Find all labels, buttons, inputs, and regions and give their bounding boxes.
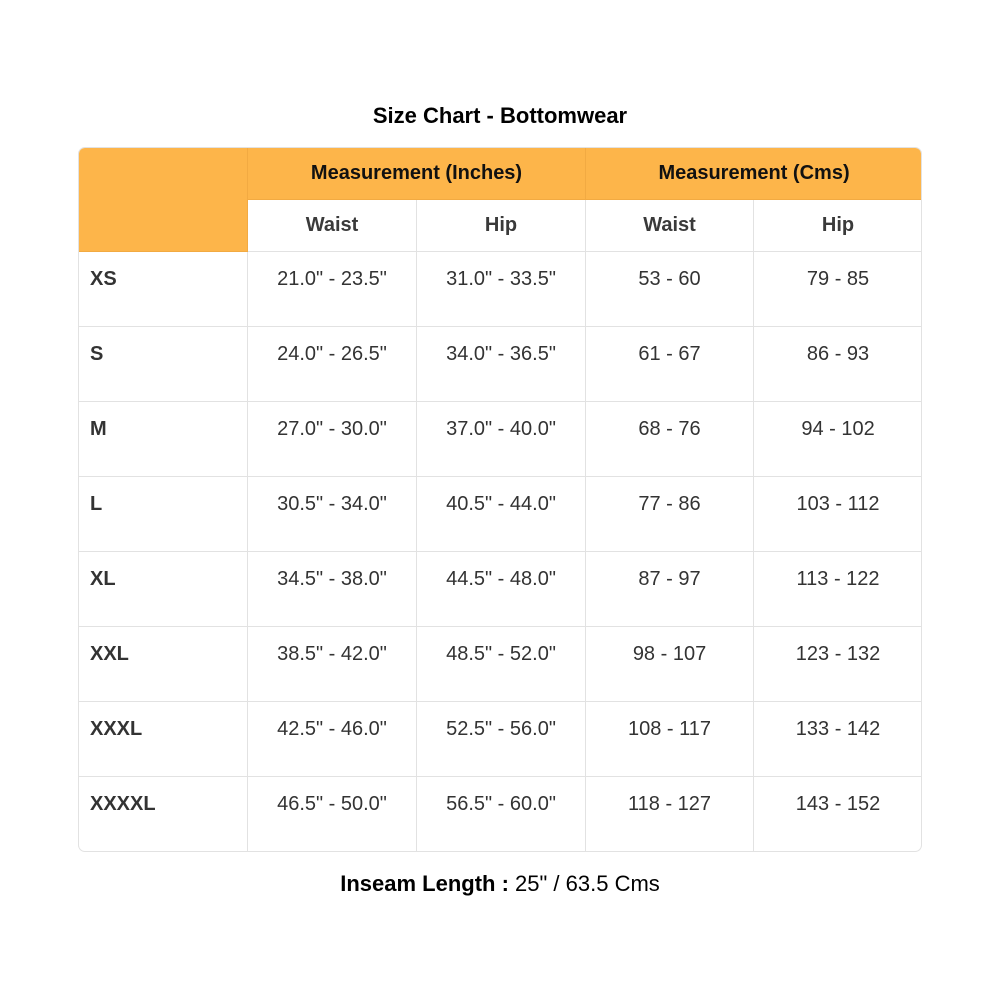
- table-row: L 30.5" - 34.0" 40.5" - 44.0" 77 - 86 103 - …: [79, 476, 921, 552]
- cell-cm-hip: 94 - 102: [753, 401, 921, 477]
- cell-in-waist: 42.5" - 46.0": [247, 701, 417, 777]
- cell-cm-waist: 98 - 107: [585, 626, 755, 702]
- cell-in-waist: 27.0" - 30.0": [247, 401, 417, 477]
- page-title: Size Chart - Bottomwear: [372, 103, 628, 128]
- table-row: XXXXL 46.5" - 50.0" 56.5" - 60.0" 118 - 127…: [79, 776, 921, 851]
- cell-in-hip: 31.0" - 33.5": [415, 251, 587, 327]
- inseam-length: Inseam Length : 25" / 63.5 Cms: [0, 871, 1000, 897]
- cell-in-hip: 56.5" - 60.0": [415, 776, 587, 851]
- header-inches: Measurement (Inches): [246, 148, 587, 200]
- cell-size: XXXXL: [79, 776, 248, 851]
- cell-size: S: [79, 326, 248, 402]
- cell-cm-hip: 123 - 132: [753, 626, 921, 702]
- cell-size: XXXL: [79, 701, 248, 777]
- table-row: XL 34.5" - 38.0" 44.5" - 48.0" 87 - 97 113 -…: [79, 551, 921, 627]
- cell-in-waist: 38.5" - 42.0": [247, 626, 417, 702]
- subheader-inches-hip: Hip: [415, 199, 587, 252]
- cell-size: XS: [79, 251, 248, 327]
- table-row: S 24.0" - 26.5" 34.0" - 36.5" 61 - 67 86 - 9…: [79, 326, 921, 402]
- cell-in-waist: 46.5" - 50.0": [247, 776, 417, 851]
- cell-cm-hip: 143 - 152: [753, 776, 921, 851]
- cell-in-hip: 34.0" - 36.5": [415, 326, 587, 402]
- size-chart-table: Measurement (Inches) Measurement (Cms) W…: [78, 147, 922, 852]
- cell-cm-hip: 86 - 93: [753, 326, 921, 402]
- inseam-value: 25" / 63.5 Cms: [508, 871, 660, 896]
- table-row: XXL 38.5" - 42.0" 48.5" - 52.0" 98 - 107 123…: [79, 626, 921, 702]
- cell-in-waist: 34.5" - 38.0": [247, 551, 417, 627]
- subheader-inches-waist: Waist: [247, 199, 417, 252]
- cell-cm-waist: 87 - 97: [585, 551, 755, 627]
- cell-in-hip: 44.5" - 48.0": [415, 551, 587, 627]
- cell-size: XXL: [79, 626, 248, 702]
- cell-in-hip: 52.5" - 56.0": [415, 701, 587, 777]
- cell-in-waist: 30.5" - 34.0": [247, 476, 417, 552]
- cell-cm-waist: 61 - 67: [585, 326, 755, 402]
- cell-in-hip: 48.5" - 52.0": [415, 626, 587, 702]
- inseam-label: Inseam Length :: [340, 871, 509, 896]
- cell-cm-hip: 79 - 85: [753, 251, 921, 327]
- cell-cm-hip: 103 - 112: [753, 476, 921, 552]
- cell-cm-waist: 53 - 60: [585, 251, 755, 327]
- cell-cm-waist: 77 - 86: [585, 476, 755, 552]
- cell-size: L: [79, 476, 248, 552]
- cell-in-waist: 24.0" - 26.5": [247, 326, 417, 402]
- subheader-cms-waist: Waist: [585, 199, 755, 252]
- cell-cm-waist: 68 - 76: [585, 401, 755, 477]
- cell-cm-hip: 113 - 122: [753, 551, 921, 627]
- cell-cm-hip: 133 - 142: [753, 701, 921, 777]
- cell-cm-waist: 118 - 127: [585, 776, 755, 851]
- table-row: XXXL 42.5" - 46.0" 52.5" - 56.0" 108 - 117 1…: [79, 701, 921, 777]
- corner-header-cell: [79, 148, 248, 252]
- table-row: M 27.0" - 30.0" 37.0" - 40.0" 68 - 76 94 - 1…: [79, 401, 921, 477]
- cell-cm-waist: 108 - 117: [585, 701, 755, 777]
- header-cms: Measurement (Cms): [585, 148, 921, 200]
- cell-size: XL: [79, 551, 248, 627]
- subheader-cms-hip: Hip: [753, 199, 921, 252]
- cell-size: M: [79, 401, 248, 477]
- table-row: XS 21.0" - 23.5" 31.0" - 33.5" 53 - 60 79 - …: [79, 251, 921, 327]
- cell-in-waist: 21.0" - 23.5": [247, 251, 417, 327]
- cell-in-hip: 37.0" - 40.0": [415, 401, 587, 477]
- cell-in-hip: 40.5" - 44.0": [415, 476, 587, 552]
